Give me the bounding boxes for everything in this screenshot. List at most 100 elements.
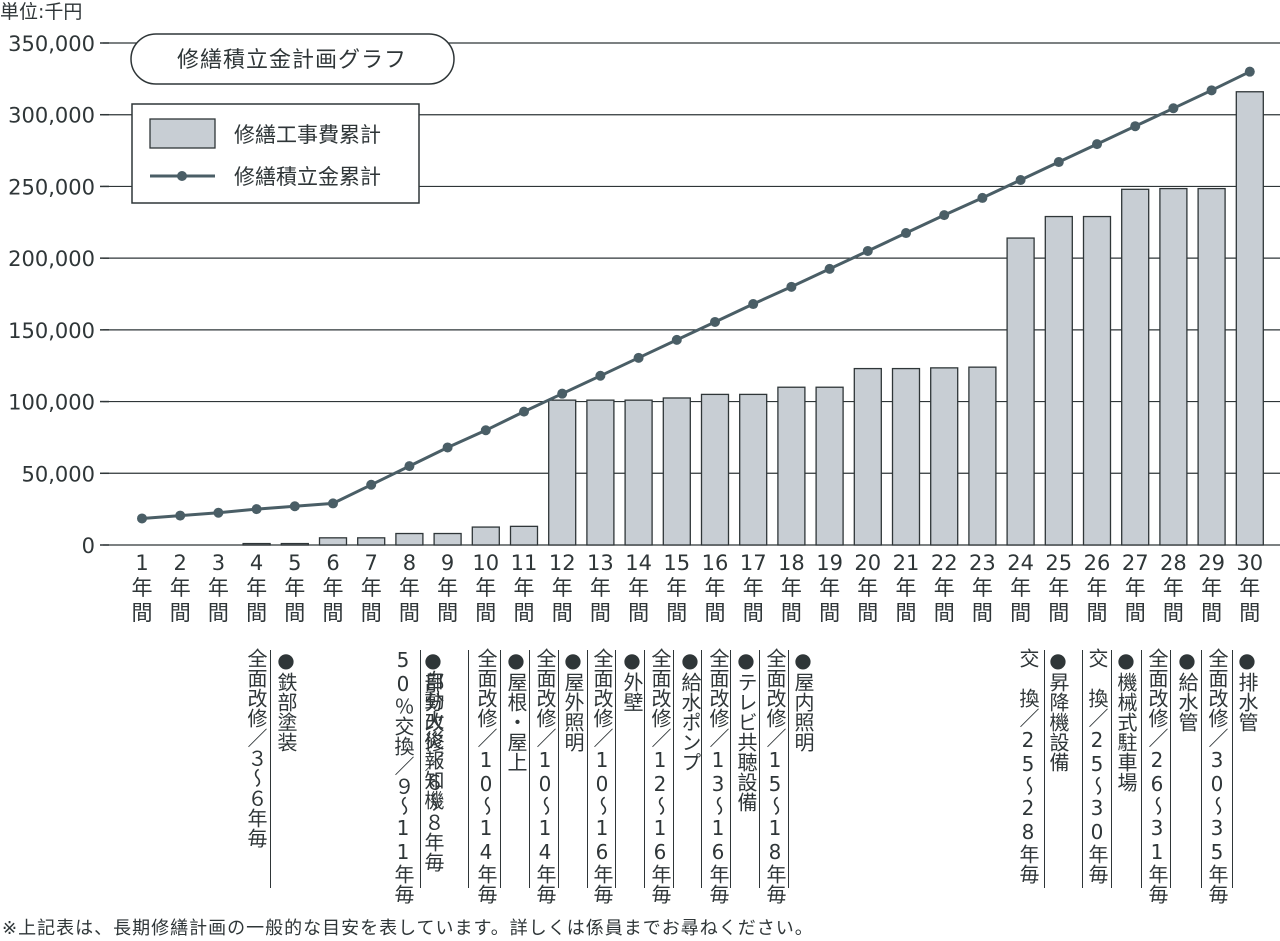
x-tick-label-part: 年 (1163, 576, 1184, 600)
bar (1235, 91, 1264, 546)
line-point (137, 513, 147, 524)
work-item-text: 交 換／25〜30年毎 (1085, 648, 1109, 884)
x-tick-label-part: 年 (781, 576, 802, 600)
line-point (328, 498, 338, 509)
savings-plan-chart: 単位:千円 0 50,000 100,000 150,000 200,000 250,000… (0, 1, 1280, 625)
work-item-text: ●鉄部塗装 (274, 648, 298, 752)
x-tick-label: 1年間 (132, 551, 153, 625)
bar (891, 367, 921, 546)
x-tick-label-part: 年 (972, 576, 993, 600)
work-item-text: ●給水管 (1175, 648, 1199, 732)
work-item-text: ●屋外照明 (561, 648, 585, 752)
separator-line (730, 650, 731, 888)
work-item-text: ●給水ポンプ (678, 648, 702, 772)
work-item-text: 全面改修／15〜18年毎 (763, 648, 787, 904)
line-point (1130, 121, 1141, 132)
y-tick-label: 100,000 (8, 391, 95, 415)
bar (700, 393, 730, 546)
x-tick-label-part: 19 (816, 551, 843, 575)
line-point (251, 504, 262, 515)
line-point (213, 507, 224, 518)
x-tick-label-part: 間 (857, 601, 878, 625)
line-point (939, 210, 950, 221)
x-tick-label-part: 間 (1087, 601, 1108, 625)
x-tick-label-part: 間 (170, 601, 191, 625)
line-point (786, 281, 797, 292)
work-item-text: 全面改修／３〜６年毎 (244, 648, 268, 848)
line-point (519, 406, 529, 417)
y-tick-label: 300,000 (8, 104, 95, 128)
bar (1197, 187, 1226, 546)
x-tick-label-part: 18 (778, 551, 805, 575)
separator-line (558, 650, 559, 888)
work-item-text: ●排水管 (1235, 648, 1259, 732)
bar (586, 399, 615, 546)
bar (433, 532, 462, 546)
bar (471, 526, 500, 546)
line-point (366, 479, 377, 490)
line-point (1168, 103, 1179, 114)
bar (853, 367, 882, 546)
x-tick-label: 9年間 (437, 551, 458, 625)
bar (1082, 215, 1112, 546)
x-tick-label-part: 11 (511, 551, 538, 575)
line-point (595, 370, 606, 381)
bar (624, 399, 653, 546)
bar (357, 537, 386, 546)
x-tick-label-part: 4 (250, 551, 263, 575)
x-tick-label-part: 間 (819, 601, 840, 625)
separator-line (529, 650, 530, 888)
x-tick-label-part: 8 (403, 551, 416, 575)
line-point (1244, 66, 1255, 77)
x-tick-label-part: 間 (781, 601, 802, 625)
work-item-text: ●昇降機設備 (1046, 648, 1070, 772)
y-tick-label: 350,000 (8, 32, 95, 56)
line-point (404, 461, 415, 472)
x-tick-label-part: 間 (1163, 601, 1184, 625)
line-point (862, 245, 873, 256)
x-tick-label-part: 年 (475, 576, 496, 600)
x-tick-label-part: 28 (1160, 551, 1187, 575)
x-tick-label: 5年間 (284, 551, 305, 625)
x-tick-label-part: 間 (934, 601, 955, 625)
x-tick-label-part: 年 (1125, 576, 1146, 600)
x-tick-label-part: 年 (132, 576, 153, 600)
x-tick-label-part: 年 (208, 576, 229, 600)
x-tick-label-part: 間 (1239, 601, 1260, 625)
separator-line (1111, 650, 1112, 888)
bar (1159, 187, 1188, 546)
separator-line (759, 650, 760, 888)
x-tick-label-part: 年 (705, 576, 726, 600)
work-item-text: 全面改修／26〜31年毎 (1145, 648, 1169, 904)
chart-title: 修繕積立金計画グラフ (177, 48, 407, 73)
line-point (671, 334, 682, 345)
x-tick-label-part: 間 (1201, 601, 1222, 625)
separator-line (644, 650, 645, 888)
x-tick-label-part: 29 (1198, 551, 1225, 575)
x-tick-label-part: 年 (170, 576, 191, 600)
separator-line (468, 650, 469, 888)
work-item-text: 交 換／25〜28年毎 (1016, 648, 1040, 884)
bar (662, 397, 691, 546)
x-tick-label-part: 間 (743, 601, 764, 625)
x-tick-label: 6年間 (323, 551, 344, 625)
work-item-text: 全面改修／10〜14年毎 (533, 648, 557, 904)
work-item-text: 全面改修／13〜16年毎 (706, 648, 730, 904)
bar (930, 367, 959, 546)
separator-line (1082, 650, 1083, 888)
x-tick-label-part: 間 (666, 601, 687, 625)
work-item-text: 50％交換／９〜11年毎 (391, 648, 415, 904)
y-tick-label: 250,000 (8, 175, 95, 199)
bar (548, 399, 577, 546)
x-tick-label-part: 25 (1045, 551, 1072, 575)
x-tick-label-part: 年 (1010, 576, 1031, 600)
x-tick-label-part: 13 (587, 551, 614, 575)
line-point (710, 316, 720, 327)
